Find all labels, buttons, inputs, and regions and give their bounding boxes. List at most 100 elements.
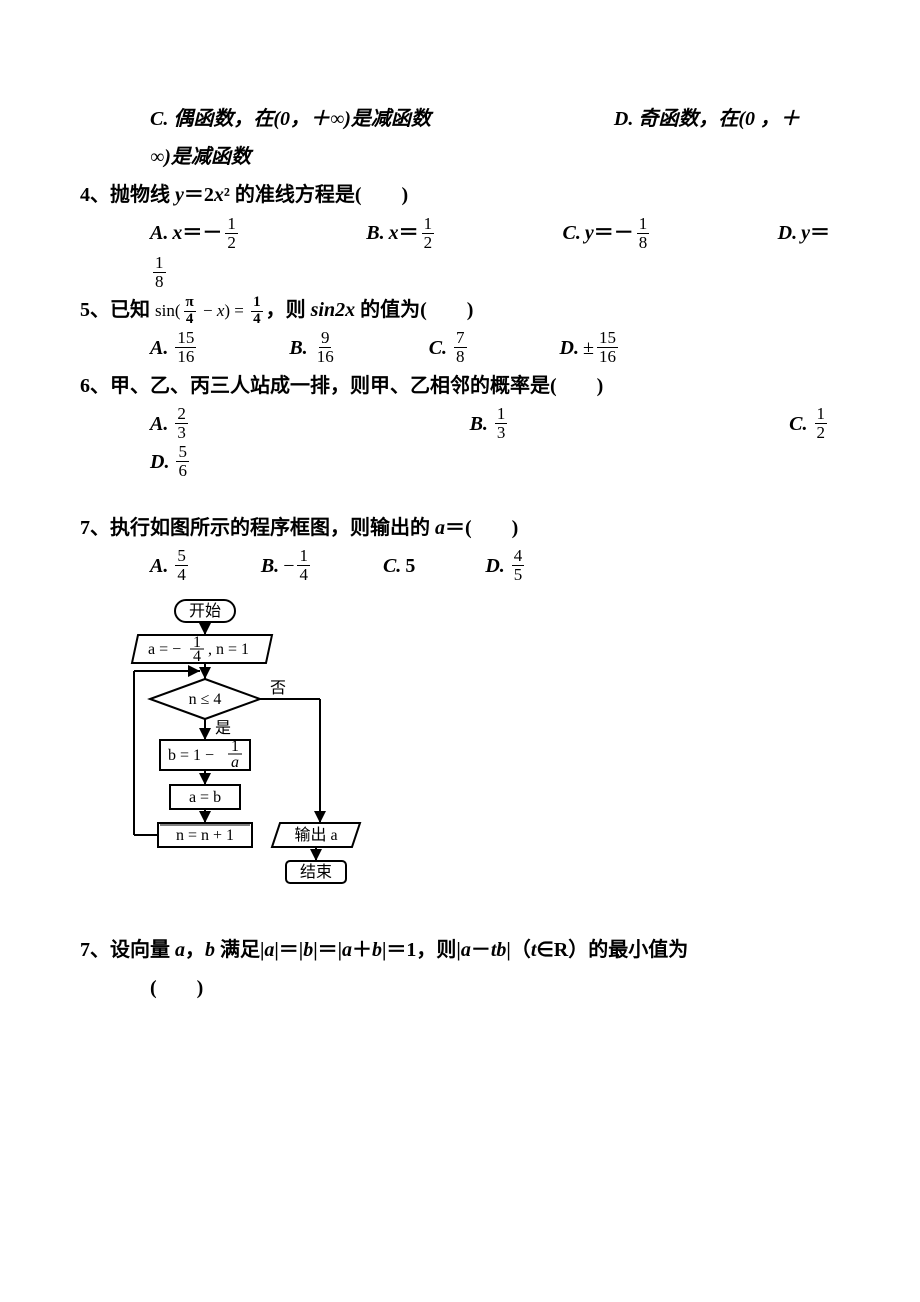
q5-d-pm: ± <box>583 329 594 367</box>
q7b-b4: b <box>496 939 506 961</box>
q7b-mid: 满足| <box>215 939 264 961</box>
q7b-e3: |＝1，则| <box>382 939 461 961</box>
q5-post: ，则 <box>266 299 311 321</box>
flow-b-num: 1 <box>231 738 239 755</box>
q7a-pre: 7、执行如图所示的程序框图，则输出的 <box>80 517 435 539</box>
q7a-opt-d: D. 45 <box>485 547 527 585</box>
q4-c-var: y <box>585 214 594 252</box>
q4-c-den: 8 <box>637 234 650 252</box>
q4-c-lbl: C. <box>563 214 581 252</box>
q4-opt-a: A. x ＝－ 12 <box>150 214 241 252</box>
prev-opt-d-line2: ∞)是减函数 <box>150 138 840 176</box>
q5-quarter: 14 <box>251 295 263 328</box>
q4-x: x <box>214 184 224 206</box>
q4-b-var: x <box>389 214 399 252</box>
q6-a-frac: 23 <box>175 405 188 442</box>
q6-opt-c: C. 12 <box>789 405 830 443</box>
q6-a-den: 3 <box>175 424 188 442</box>
q6-b-lbl: B. <box>470 405 488 443</box>
q7a-opt-a: A. 54 <box>150 547 191 585</box>
q6-a-num: 2 <box>175 405 188 424</box>
flow-begin: 开始 <box>189 602 221 620</box>
q4-d-var: y <box>801 214 810 252</box>
q4-tail: 18 <box>150 252 840 291</box>
q7a-d-num: 4 <box>512 547 525 566</box>
q7a-b-neg: − <box>283 547 294 585</box>
q7b-a3: a <box>342 939 352 961</box>
q7a-c-txt: 5 <box>405 547 415 585</box>
q7b-b3: b <box>372 939 382 961</box>
q5-a-num: 15 <box>175 329 196 348</box>
q4-a-lbl: A. <box>150 214 168 252</box>
q7b-minus: － <box>471 939 491 961</box>
q4-options: A. x ＝－ 12 B. x ＝ 12 C. y ＝－ 18 D. y ＝ <box>150 214 840 252</box>
q5-b-frac: 916 <box>315 329 336 366</box>
q7a-stem: 7、执行如图所示的程序框图，则输出的 a＝( ) <box>80 509 840 547</box>
q6-b-num: 1 <box>495 405 508 424</box>
q5-q-den: 4 <box>251 312 263 328</box>
q4-b-lbl: B. <box>366 214 384 252</box>
q7b-e1: |＝| <box>274 939 303 961</box>
q5-sin: sin( <box>155 301 181 320</box>
flow-assign: a = b <box>189 789 221 806</box>
flow-init-n: , n = 1 <box>208 641 249 658</box>
q5-a-frac: 1516 <box>175 329 196 366</box>
q4-d-lbl: D. <box>778 214 797 252</box>
q4-c-frac: 18 <box>637 215 650 252</box>
q6-c-den: 2 <box>815 424 828 442</box>
q5-opt-c: C. 78 <box>429 329 470 367</box>
q5-sin2x: sin2x <box>311 299 355 321</box>
q4-tail-frac: 18 <box>153 254 166 291</box>
q5-b-lbl: B. <box>289 329 307 367</box>
q5-pre: 5、已知 <box>80 299 155 321</box>
q4-tail-den: 8 <box>153 273 166 291</box>
q4-pre: 4、抛物线 <box>80 184 175 206</box>
q5-d-frac: 1516 <box>597 329 618 366</box>
q7a-b-lbl: B. <box>261 547 279 585</box>
q7a-d-lbl: D. <box>485 547 504 585</box>
q5-c-den: 8 <box>454 348 467 366</box>
q6-opt-b: B. 13 <box>470 405 511 443</box>
q4-c-num: 1 <box>637 215 650 234</box>
q5-tail: 的值为( ) <box>355 299 473 321</box>
q7b-paren: ( ) <box>150 969 840 1007</box>
q7a-d-den: 5 <box>512 566 525 584</box>
q5-d-lbl: D. <box>560 329 579 367</box>
q6-d-lbl: D. <box>150 443 169 481</box>
q6-c-lbl: C. <box>789 405 807 443</box>
q4-opt-c: C. y ＝－ 18 <box>563 214 653 252</box>
flowchart: 开始 a = − 1 4 , n = 1 n ≤ 4 否 是 b = 1 − <box>120 595 840 903</box>
q4-c-eq: ＝－ <box>594 214 634 252</box>
q4-post: ² 的准线方程是( ) <box>224 184 408 206</box>
q7a-options: A. 54 B. − 14 C. 5 D. 45 <box>150 547 840 585</box>
q5-a-den: 16 <box>175 348 196 366</box>
q7a-b-den: 4 <box>297 566 310 584</box>
q6-c-frac: 12 <box>815 405 828 442</box>
q6-d-frac: 56 <box>176 443 189 480</box>
q5-c-num: 7 <box>454 329 467 348</box>
q7b-plus: ＋ <box>352 939 372 961</box>
q7a-d-frac: 45 <box>512 547 525 584</box>
q6-d-den: 6 <box>176 462 189 480</box>
flow-yes: 是 <box>215 720 231 737</box>
q4-y: y <box>175 184 184 206</box>
q7b-a2: a <box>264 939 274 961</box>
q7b-a4: a <box>461 939 471 961</box>
q7a-a-num: 5 <box>175 547 188 566</box>
q6-options-line1: A. 23 B. 13 C. 12 <box>150 405 840 443</box>
q4-a-eq: ＝－ <box>182 214 222 252</box>
q7a-c-lbl: C. <box>383 547 401 585</box>
q5-minus: − <box>199 301 217 320</box>
q5-b-den: 16 <box>315 348 336 366</box>
q4-opt-b: B. x ＝ 12 <box>366 214 437 252</box>
q4-tail-num: 1 <box>153 254 166 273</box>
q4-a-den: 2 <box>225 234 238 252</box>
q5-q-num: 1 <box>251 295 263 312</box>
flow-incr: n = n + 1 <box>176 827 234 844</box>
q7a-b-frac: 14 <box>297 547 310 584</box>
q5-b-num: 9 <box>319 329 332 348</box>
flow-end: 结束 <box>300 863 332 881</box>
flow-cond: n ≤ 4 <box>189 691 222 708</box>
q4-a-var: x <box>172 214 182 252</box>
q5-d-num: 15 <box>597 329 618 348</box>
